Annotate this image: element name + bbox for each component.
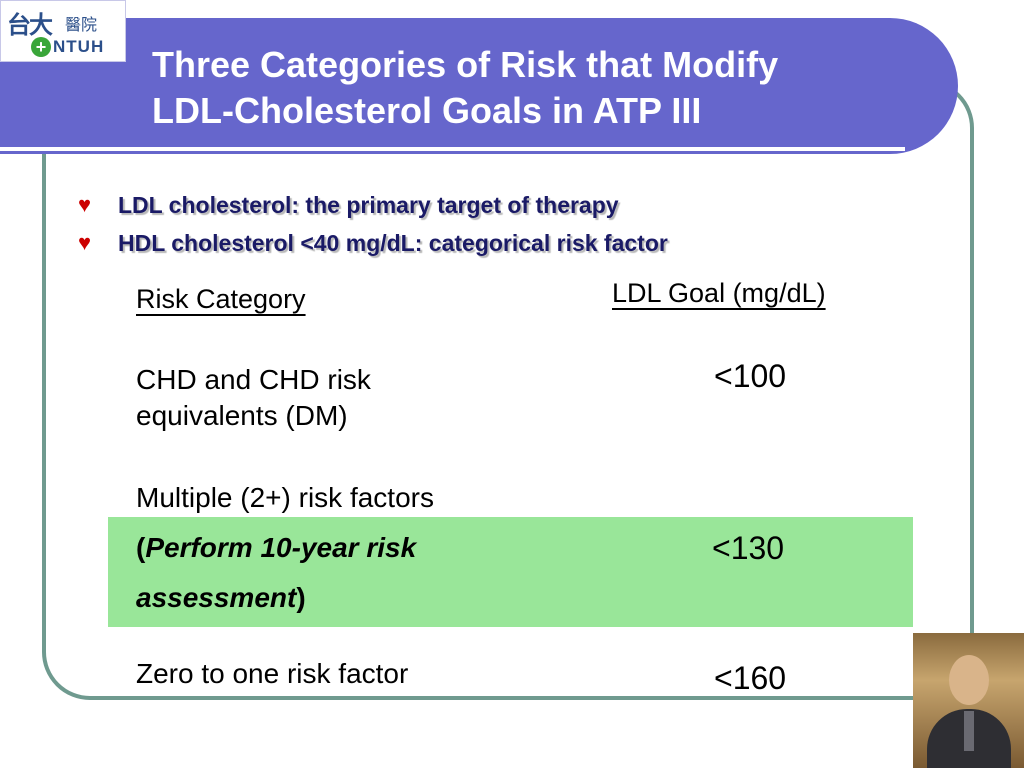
plus-icon: + — [31, 37, 51, 57]
bullet-text: LDL cholesterol: the primary target of t… — [118, 191, 619, 218]
logo-chinese-small: 醫院 — [65, 15, 98, 34]
risk-category-multiple: Multiple (2+) risk factors (Perform 10-y… — [136, 480, 556, 616]
bullet-item: ♥ HDL cholesterol <40 mg/dL: categorical… — [78, 224, 898, 262]
logo-chinese: 台大 — [7, 10, 53, 39]
bullet-item: ♥ LDL cholesterol: the primary target of… — [78, 186, 898, 224]
title-line-2: LDL-Cholesterol Goals in ATP III — [152, 90, 702, 131]
heart-icon: ♥ — [78, 192, 92, 217]
header-ldl-goal: LDL Goal (mg/dL) — [612, 278, 826, 308]
bullet-text: HDL cholesterol <40 mg/dL: categorical r… — [118, 229, 668, 256]
note-text-1: Perform 10-year risk — [145, 532, 417, 563]
ntuh-logo: 台大 醫院 + NTUH — [0, 0, 126, 62]
note-text-2: assessment — [136, 582, 297, 613]
ldl-goal-zero-one: <160 — [714, 660, 787, 696]
slide-title: Three Categories of Risk that Modify LDL… — [152, 42, 912, 134]
risk-category-multiple-label: Multiple (2+) risk factors — [136, 482, 434, 513]
risk-note-line-2: assessment) — [136, 580, 556, 616]
bullet-list: ♥ LDL cholesterol: the primary target of… — [78, 186, 898, 262]
ldl-goal-chd: <100 — [714, 358, 787, 394]
title-line-1: Three Categories of Risk that Modify — [152, 44, 779, 85]
logo-english: NTUH — [53, 37, 105, 56]
photo-tie — [964, 711, 974, 751]
risk-note-line-1: (Perform 10-year risk — [136, 530, 556, 566]
banner-divider — [0, 147, 905, 151]
note-paren-open: ( — [136, 532, 146, 563]
photo-head — [949, 655, 989, 705]
presenter-photo — [913, 633, 1024, 768]
heart-icon: ♥ — [78, 230, 92, 255]
note-paren-close: ) — [296, 582, 306, 613]
risk-category-chd: CHD and CHD risk equivalents (DM) — [136, 364, 371, 431]
ldl-goal-multiple: <130 — [712, 530, 785, 566]
title-banner: Three Categories of Risk that Modify LDL… — [0, 18, 958, 154]
header-risk-category: Risk Category — [136, 284, 306, 314]
highlight-row — [108, 517, 913, 627]
risk-category-zero-one: Zero to one risk factor — [136, 658, 409, 689]
